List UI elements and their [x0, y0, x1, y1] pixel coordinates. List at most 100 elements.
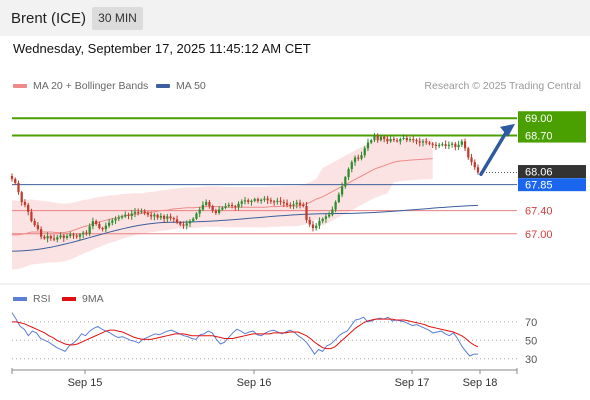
- candle-body: [159, 215, 162, 218]
- candle: [104, 222, 107, 233]
- candle-body: [75, 235, 78, 237]
- candle: [379, 134, 383, 142]
- projection-arrow-head: [500, 123, 515, 137]
- candle: [392, 136, 395, 142]
- candle-body: [318, 221, 321, 226]
- candle: [211, 204, 214, 213]
- candle: [298, 199, 302, 209]
- candle-body: [463, 141, 467, 149]
- rsi-tick-30: 30: [525, 354, 537, 366]
- candle: [214, 208, 217, 215]
- candle-body: [434, 144, 438, 146]
- candle: [431, 142, 434, 149]
- candle-body: [52, 238, 56, 240]
- candle: [473, 159, 476, 171]
- candle: [85, 230, 88, 236]
- candle: [383, 135, 386, 143]
- candle: [217, 206, 221, 215]
- candle: [428, 141, 431, 146]
- candle-body: [78, 234, 82, 237]
- level-label-text: 68.70: [525, 131, 553, 143]
- candle: [454, 142, 457, 151]
- rsi-line: [11, 312, 478, 357]
- candle: [324, 213, 328, 223]
- candle-body: [166, 216, 169, 219]
- candle: [17, 180, 20, 195]
- candle: [205, 199, 208, 207]
- ma50-line: [11, 204, 479, 252]
- candle: [146, 211, 150, 218]
- candle: [408, 136, 412, 143]
- candle: [185, 220, 188, 230]
- candle-body: [85, 232, 88, 234]
- candle-body: [20, 192, 23, 202]
- candle-body: [69, 234, 72, 237]
- candle-body: [279, 200, 282, 202]
- level-label-bg: [518, 178, 586, 192]
- candle: [124, 211, 127, 218]
- candle-body: [227, 204, 230, 207]
- candle: [328, 211, 331, 219]
- candle: [107, 218, 111, 228]
- candle: [230, 202, 234, 209]
- rsi-tick-50: 50: [525, 335, 537, 347]
- candle-body: [460, 141, 463, 145]
- candle: [315, 223, 318, 231]
- candle-body: [62, 235, 65, 238]
- candle: [52, 234, 56, 242]
- candle-body: [23, 202, 27, 205]
- research-credit: Research © 2025 Trading Central: [424, 80, 581, 92]
- candle-body: [250, 200, 253, 202]
- candle: [137, 208, 140, 216]
- level-label-text: 67.85: [525, 180, 553, 192]
- candle-body: [389, 139, 392, 142]
- candle-body: [298, 202, 302, 205]
- candle: [75, 233, 78, 239]
- candle-body: [276, 200, 279, 202]
- legend-ma50-swatch: [156, 84, 170, 89]
- candle: [20, 190, 23, 206]
- candle-body: [162, 215, 166, 219]
- candle: [208, 200, 211, 209]
- candle: [111, 218, 114, 226]
- x-tick-label: Sep 16: [237, 377, 272, 389]
- candle: [412, 135, 415, 143]
- candle: [23, 199, 27, 208]
- candle: [227, 202, 230, 208]
- candle-body: [247, 200, 250, 202]
- legend-ma50-label: MA 50: [176, 80, 206, 92]
- level-label-67.40: 67.40: [525, 206, 553, 218]
- candle: [156, 213, 159, 220]
- instrument-title: Brent (ICE): [11, 10, 87, 27]
- candle-body: [392, 139, 395, 141]
- candle: [153, 212, 156, 221]
- candle: [457, 140, 460, 151]
- timeframe-badge[interactable]: 30 MIN: [92, 7, 143, 30]
- candle: [250, 199, 253, 206]
- candle: [192, 217, 195, 223]
- candle: [140, 208, 143, 214]
- bollinger-band: [12, 135, 433, 270]
- level-label-text: 69.00: [525, 113, 553, 125]
- candle-body: [444, 144, 447, 146]
- candle: [441, 142, 444, 147]
- candle: [127, 212, 130, 220]
- candle: [169, 213, 172, 221]
- candle: [418, 137, 421, 147]
- candle-body: [234, 206, 237, 208]
- candle: [224, 203, 227, 210]
- candle-body: [450, 143, 454, 145]
- rsi-ma9-line: [12, 318, 479, 350]
- candle-body: [237, 203, 240, 208]
- candle-body: [441, 144, 444, 146]
- candle: [421, 139, 425, 147]
- level-label-68.70: 68.70: [525, 131, 553, 143]
- candle-body: [117, 217, 120, 219]
- candle: [221, 206, 224, 211]
- candle-body: [124, 214, 127, 217]
- candle-body: [49, 236, 52, 239]
- candle-body: [366, 142, 370, 149]
- candle: [150, 211, 153, 220]
- candle-body: [412, 139, 415, 141]
